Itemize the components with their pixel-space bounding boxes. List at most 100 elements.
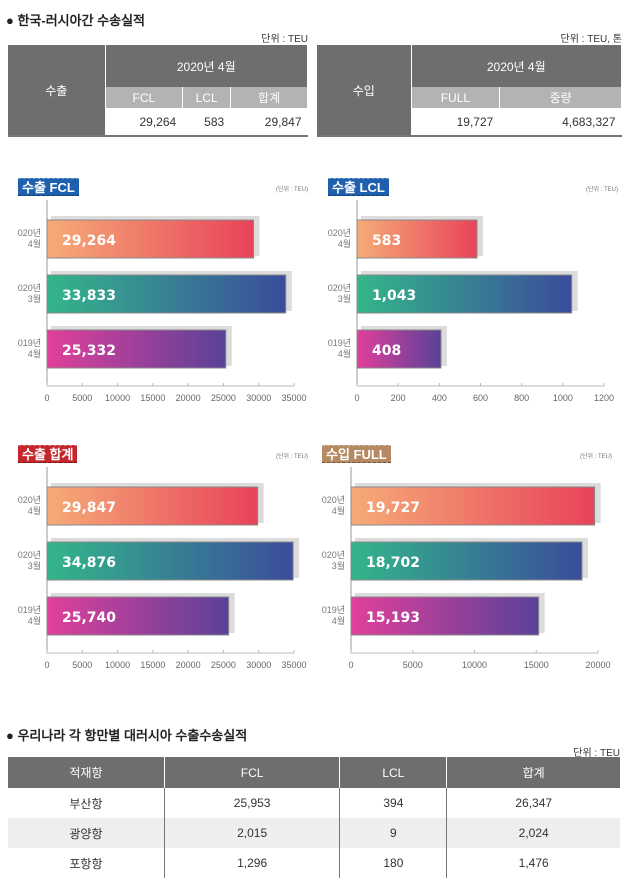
section2-title: ● 우리나라 각 항만별 대러시아 수출수송실적 (6, 728, 248, 743)
chart-unit: (단위 : TEU) (275, 454, 308, 460)
table-row: 광양항 2,015 9 2,024 (8, 818, 620, 848)
fcl-cell: 25,953 (164, 788, 341, 818)
total-cell: 26,347 (515, 796, 553, 810)
value-full: 19,727 (411, 108, 501, 137)
bar (46, 219, 255, 259)
x-tick-label: 10000 (105, 393, 130, 403)
import-unit: 단위 : TEU, 톤 (560, 34, 623, 45)
bar (46, 596, 230, 636)
category-label: 3월 (338, 293, 351, 304)
port-table: 적재항 FCL LCL 합계 부산항 25,953 394 26,347 광양항 2,0… (8, 757, 620, 878)
header-weight: 중량 (499, 87, 622, 108)
bar-value-label: 25,332 (62, 343, 116, 359)
category-label: 3월 (28, 560, 41, 571)
export-row-label: 수출 (8, 45, 106, 137)
category-label: 2020년 (18, 495, 41, 505)
bar-value-label: 33,833 (62, 288, 116, 304)
bar (46, 329, 227, 369)
bar-value-label: 29,264 (62, 233, 116, 249)
import-row-label: 수입 (317, 45, 412, 137)
category-label: 3월 (28, 293, 41, 304)
x-tick-label: 15000 (140, 393, 165, 403)
export-period: 2020년 4월 (105, 45, 308, 87)
category-label: 2020년 (18, 228, 41, 238)
header-lcl: LCL (182, 87, 232, 108)
x-tick-label: 25000 (211, 660, 236, 670)
header-full: FULL (411, 87, 501, 108)
bar (356, 274, 573, 314)
x-tick-label: 600 (473, 393, 488, 403)
category-label: 2020년 (18, 550, 41, 560)
total-cell: 2,024 (446, 818, 620, 848)
category-label: 2020년 (328, 228, 351, 238)
chart-title-badge: 수출 LCL (328, 178, 389, 196)
port-name: 포항항 (8, 848, 165, 878)
category-label: 4월 (332, 615, 345, 626)
chart-export-total: 수출 합계 (단위 : TEU) 0 5000 10000 15000 20000 25000… (18, 445, 328, 695)
category-label: 2020년 (18, 283, 41, 293)
x-tick-label: 5000 (72, 660, 92, 670)
x-tick-label: 0 (354, 393, 359, 403)
table-row: 부산항 25,953 394 26,347 (8, 788, 620, 818)
x-tick-label: 400 (432, 393, 447, 403)
x-tick-label: 20000 (585, 660, 610, 670)
value-total: 29,847 (230, 108, 308, 137)
bar (350, 486, 596, 526)
port-name: 광양항 (8, 818, 165, 848)
category-label: 2020년 (322, 495, 345, 505)
chart-import-full: 수입 FULL (단위 : TEU) 0 5000 10000 15000 20000 19,… (322, 445, 630, 695)
chart-title-badge: 수출 FCL (18, 178, 79, 196)
value-fcl: 29,264 (105, 108, 184, 137)
import-period: 2020년 4월 (411, 45, 622, 87)
category-label: 4월 (338, 348, 351, 359)
export-unit: 단위 : TEU (261, 34, 308, 45)
bar (350, 541, 583, 581)
import-table: 수입 2020년 4월 FULL 중량 19,727 4,683,327 (317, 45, 622, 137)
chart-export-lcl: 수출 LCL (단위 : TEU) 0 200 400 600 800 1000 1200 583… (328, 178, 630, 428)
fcl-cell: 1,296 (164, 848, 341, 878)
category-label: 4월 (332, 505, 345, 516)
x-tick-label: 10000 (105, 660, 130, 670)
table-row: 포항항 1,296 180 1,476 (8, 848, 620, 878)
bar-value-label: 408 (372, 343, 401, 359)
category-label: 4월 (338, 238, 351, 249)
x-tick-label: 15000 (524, 660, 549, 670)
bar (356, 329, 442, 369)
fcl-cell: 2,015 (164, 818, 341, 848)
bar-value-label: 583 (372, 233, 401, 249)
x-tick-label: 15000 (140, 660, 165, 670)
x-tick-label: 25000 (211, 393, 236, 403)
bar-value-label: 1,043 (372, 288, 416, 304)
port-header: 적재항 (8, 757, 165, 788)
value-weight: 4,683,327 (499, 108, 622, 137)
x-tick-label: 0 (44, 393, 49, 403)
bar-value-label: 18,702 (366, 555, 420, 571)
x-tick-label: 200 (391, 393, 406, 403)
bar-value-label: 15,193 (366, 610, 420, 626)
bar (46, 541, 294, 581)
x-tick-label: 1000 (553, 393, 573, 403)
section2-unit: 단위 : TEU (573, 748, 620, 759)
x-tick-label: 5000 (403, 660, 423, 670)
category-label: 4월 (28, 615, 41, 626)
chart-export-fcl: 수출 FCL (단위 : TEU) 0 5000 10000 15000 20000 2500… (18, 178, 328, 428)
x-tick-label: 20000 (176, 660, 201, 670)
bar-value-label: 34,876 (62, 555, 116, 571)
lcl-cell: 180 (339, 848, 448, 878)
bar (46, 486, 259, 526)
x-tick-label: 20000 (176, 393, 201, 403)
port-name: 부산항 (8, 788, 165, 818)
category-label: 3월 (332, 560, 345, 571)
category-label: 2020년 (322, 550, 345, 560)
bar (46, 274, 287, 314)
lcl-cell: 9 (339, 818, 448, 848)
bar-value-label: 29,847 (62, 500, 116, 516)
bar-value-label: 25,740 (62, 610, 116, 626)
fcl-header: FCL (164, 757, 341, 788)
x-tick-label: 800 (514, 393, 529, 403)
export-table: 수출 2020년 4월 FCL LCL 합계 29,264 583 29,847 (8, 45, 308, 137)
chart-unit: (단위 : TEU) (275, 187, 308, 193)
